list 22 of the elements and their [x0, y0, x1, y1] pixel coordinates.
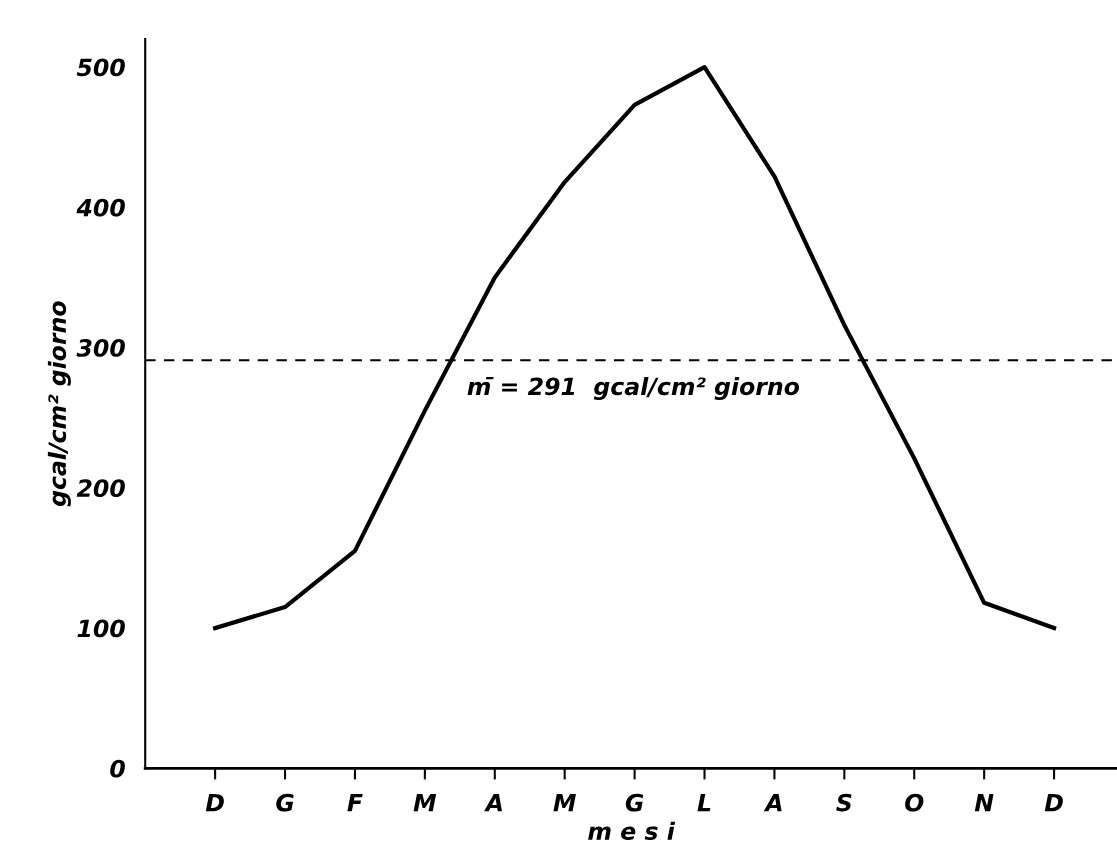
x-tick-label: S	[836, 793, 852, 812]
x-tick-label: F	[347, 794, 363, 812]
x-tick-label: A	[763, 794, 782, 812]
x-axis-title: m e s i	[588, 821, 676, 840]
x-tick-label: L	[697, 794, 711, 812]
x-tick-label: D	[1044, 794, 1063, 812]
y-tick-label: 500	[76, 58, 125, 77]
y-axis-title: gcal/cm² giorno	[47, 301, 71, 507]
y-tick-label: 400	[76, 198, 125, 217]
x-tick-label: M	[413, 794, 437, 812]
x-tick-label: D	[205, 794, 224, 812]
x-tick-label: N	[974, 794, 994, 812]
x-tick-label: A	[484, 794, 502, 812]
y-tick-label: 200	[76, 479, 125, 498]
ref-line-label: m̄ = 291 gcal/cm² giorno	[467, 377, 800, 401]
x-tick-label: O	[905, 793, 924, 812]
x-tick-label: G	[276, 793, 294, 812]
x-tick-label: M	[553, 794, 576, 812]
y-tick-label: 300	[76, 339, 125, 357]
y-tick-label: 100	[77, 619, 125, 638]
y-tick-label: 0	[110, 759, 125, 778]
x-tick-label: G	[625, 793, 644, 812]
